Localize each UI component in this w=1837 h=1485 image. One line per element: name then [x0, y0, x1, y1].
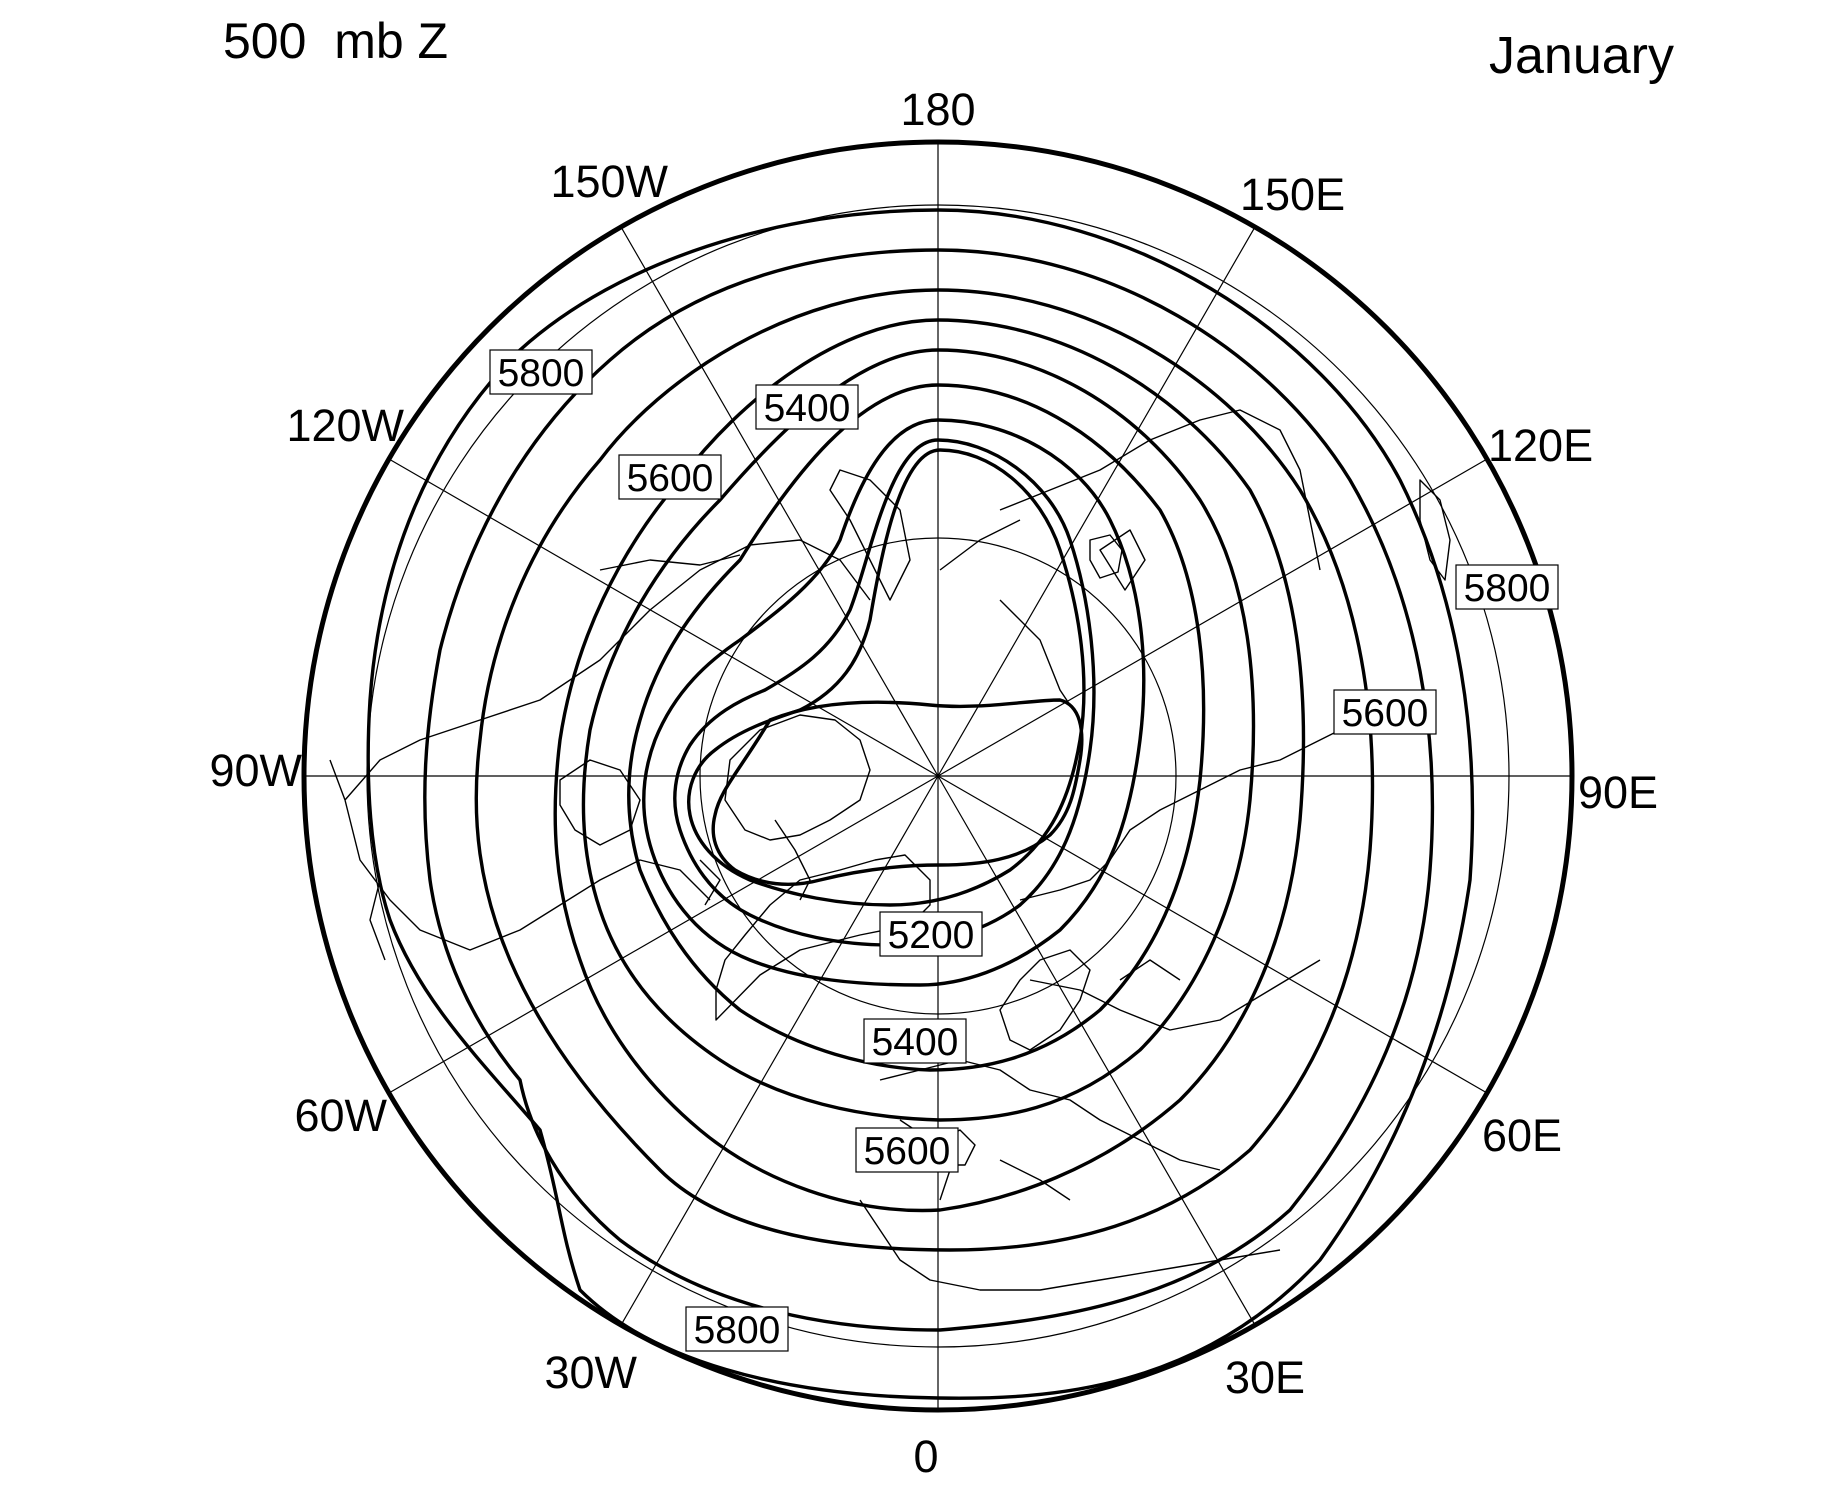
coastline-kamchatka	[1099, 529, 1146, 591]
contour-label-text: 5600	[1342, 692, 1429, 735]
contour-label-text: 5600	[864, 1130, 951, 1173]
contour-label-text: 5800	[1464, 567, 1551, 610]
contour-label: 5400	[755, 384, 859, 430]
contour-label-text: 5200	[888, 914, 975, 957]
contour-5800-inner	[423, 248, 1435, 1332]
coastline-greenland	[715, 854, 931, 1021]
contour-label-text: 5400	[764, 387, 851, 430]
contour-label: 5800	[489, 349, 593, 395]
coastline-okhotsk-island	[1089, 534, 1123, 579]
coastline-canadian-archipelago	[699, 714, 871, 906]
lon-label-150w: 150W	[550, 156, 668, 207]
lon-label-120e: 120E	[1488, 420, 1593, 471]
height-contours	[366, 208, 1475, 1400]
lon-label-30w: 30W	[544, 1347, 637, 1398]
contour-5500	[627, 383, 1206, 1072]
contour-label: 5600	[855, 1127, 959, 1173]
coastline-eurasia-north	[1019, 719, 1361, 1031]
contour-5700	[474, 288, 1375, 1252]
contour-label-text: 5800	[694, 1309, 781, 1352]
meridian-line	[937, 226, 1256, 777]
contour-5200	[711, 698, 1084, 886]
contour-label-text: 5800	[498, 352, 585, 395]
coastline-alaska	[599, 469, 911, 601]
contour-5600-inner	[581, 348, 1256, 1122]
meridian-line	[937, 775, 1256, 1326]
contour-5400-inner	[673, 438, 1096, 947]
lon-label-90w: 90W	[209, 745, 302, 796]
meridian-lines	[304, 142, 1572, 1410]
longitude-labels: 180 150E 120E 90E 60E 30E 0 30W 60W 90W …	[209, 84, 1658, 1482]
contour-label-text: 5400	[872, 1021, 959, 1064]
contour-5300	[687, 448, 1086, 907]
contour-label: 5800	[685, 1306, 789, 1352]
contour-label: 5800	[1455, 564, 1559, 610]
contour-5400-outer	[642, 418, 1146, 987]
lon-label-120w: 120W	[286, 400, 404, 451]
lon-label-180: 180	[900, 84, 975, 135]
coastline-africa	[859, 1199, 1281, 1291]
contour-label: 5400	[863, 1018, 967, 1064]
lon-label-60e: 60E	[1482, 1110, 1562, 1161]
map-title-month: January	[1489, 27, 1674, 85]
contour-label: 5600	[1333, 689, 1437, 735]
map-boundary-circle	[301, 139, 1575, 1413]
lon-label-90e: 90E	[1578, 767, 1658, 818]
contour-label: 5600	[618, 454, 722, 500]
contour-labels: 5800 5400 5600 5800 5600 5200	[489, 349, 1559, 1352]
contour-5600-outer	[553, 318, 1306, 1213]
graticule	[304, 142, 1572, 1410]
contour-label-text: 5600	[627, 457, 714, 500]
lon-label-150e: 150E	[1240, 169, 1345, 220]
lon-label-60w: 60W	[294, 1090, 387, 1141]
lon-label-30e: 30E	[1225, 1352, 1305, 1403]
meridian-line	[388, 775, 939, 1094]
contour-label: 5200	[879, 911, 983, 957]
contour-5800-outer	[366, 208, 1475, 1400]
map-title-field: 500 mb Z	[223, 13, 449, 69]
meridian-line	[937, 775, 1488, 1094]
meridian-line	[937, 458, 1488, 777]
meridian-line	[388, 458, 939, 777]
lon-label-0: 0	[913, 1431, 938, 1482]
